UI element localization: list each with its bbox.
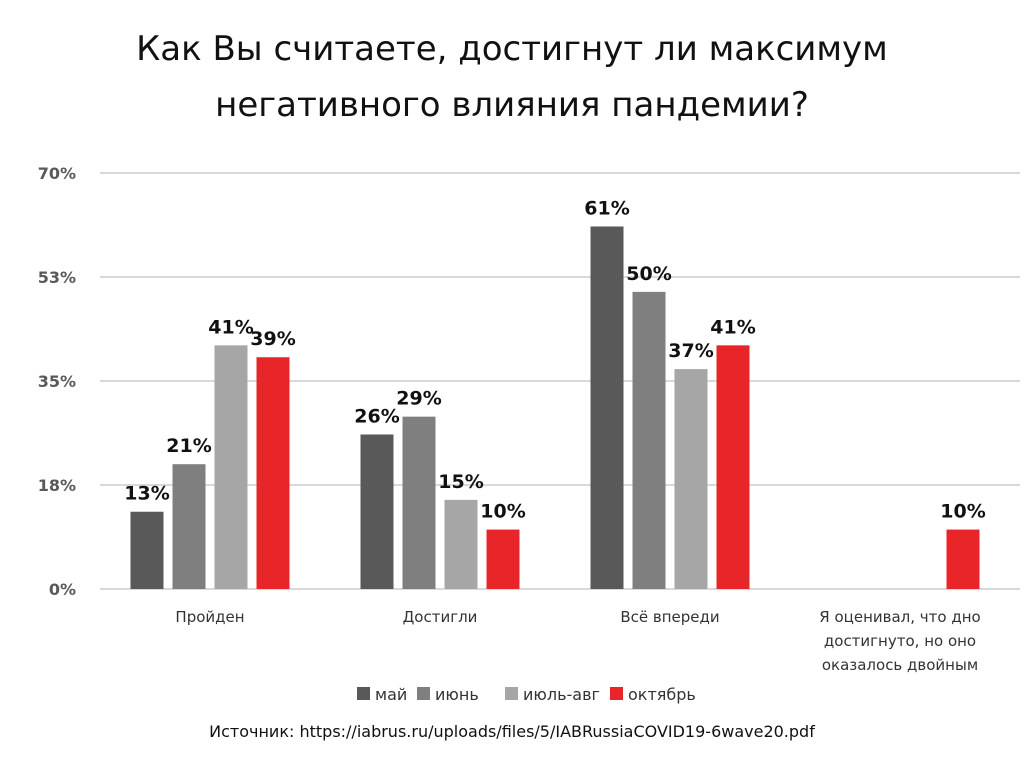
chart-title-line-1: Как Вы считаете, достигнут ли максимум [136, 29, 888, 69]
data-label: 10% [940, 501, 985, 523]
bar-октябрь [256, 357, 290, 589]
bar-октябрь [486, 529, 520, 589]
x-category-label: Я оценивал, что дно [819, 608, 980, 626]
bar-май [130, 511, 164, 589]
data-label: 61% [584, 197, 629, 219]
data-label: 10% [480, 501, 525, 523]
bar-июль-авг [444, 499, 478, 589]
bar-май [590, 226, 624, 589]
x-category-label: достигнуто, но оно [824, 632, 976, 650]
data-label: 13% [124, 483, 169, 505]
legend-swatch-май [357, 687, 370, 700]
data-label: 37% [668, 340, 713, 362]
legend-label: июнь [435, 685, 479, 704]
legend-label: июль-авг [523, 685, 600, 704]
bar-июль-авг [214, 345, 248, 589]
bar-июнь [632, 291, 666, 589]
x-category-label: Всё впереди [620, 608, 719, 626]
y-tick-label: 35% [38, 372, 76, 391]
legend-swatch-июль-авг [505, 687, 518, 700]
legend-label: май [375, 685, 407, 704]
bar-июнь [172, 464, 206, 589]
data-label: 41% [710, 316, 755, 338]
x-category-label: Пройден [175, 608, 244, 626]
legend-swatch-июнь [417, 687, 430, 700]
y-tick-label: 53% [38, 268, 76, 287]
data-label: 15% [438, 471, 483, 493]
x-category-label: оказалось двойным [822, 656, 978, 674]
y-tick-label: 18% [38, 476, 76, 495]
source-note: Источник: https://iabrus.ru/uploads/file… [209, 722, 815, 741]
y-tick-label: 70% [38, 164, 76, 183]
bar-июнь [402, 416, 436, 589]
data-label: 39% [250, 328, 295, 350]
y-tick-label: 0% [49, 580, 76, 599]
data-label: 26% [354, 405, 399, 427]
x-category-label: Достигли [403, 608, 478, 626]
bar-октябрь [946, 529, 980, 589]
legend-swatch-октябрь [610, 687, 623, 700]
data-label: 41% [208, 316, 253, 338]
bar-июль-авг [674, 369, 708, 589]
bar-май [360, 434, 394, 589]
data-label: 21% [166, 435, 211, 457]
bar-октябрь [716, 345, 750, 589]
data-label: 29% [396, 388, 441, 410]
data-label: 50% [626, 263, 671, 285]
legend-label: октябрь [628, 685, 696, 704]
chart-title-line-2: негативного влияния пандемии? [215, 85, 809, 125]
